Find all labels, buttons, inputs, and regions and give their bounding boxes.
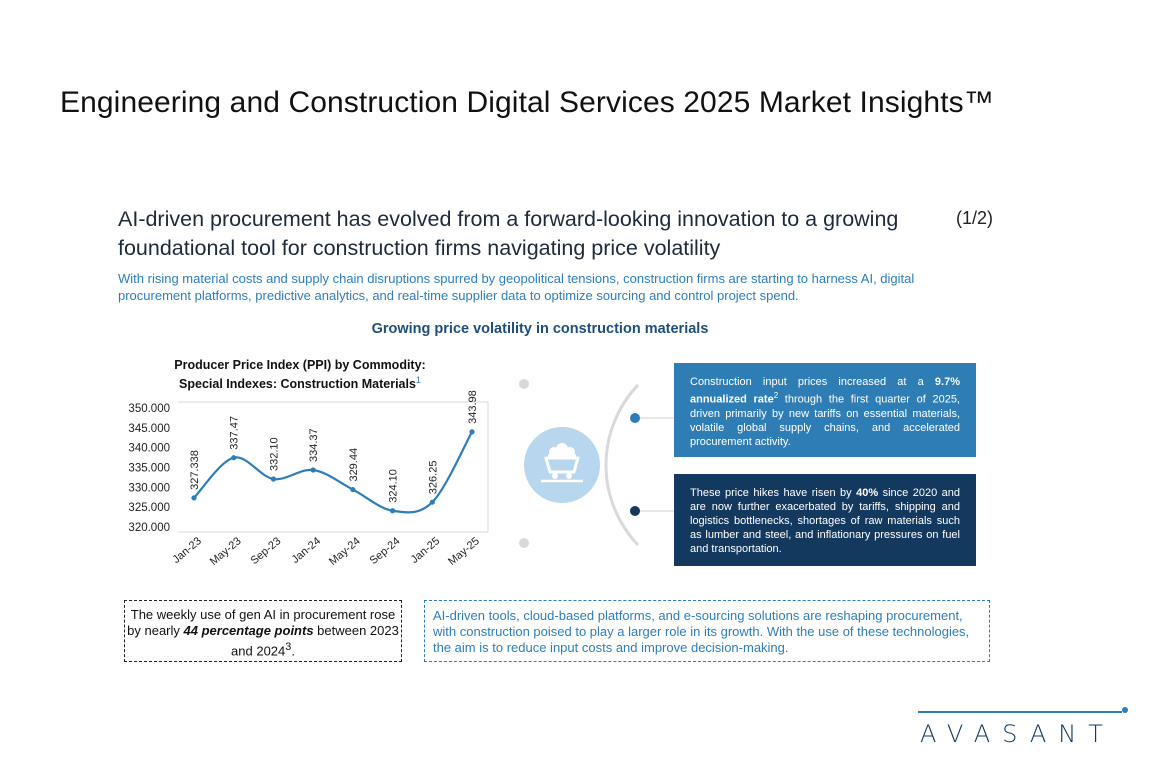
callout-input-prices: Construction input prices increased at a… <box>674 363 976 457</box>
x-tick-label: May-25 <box>446 535 482 568</box>
chart-title: Producer Price Index (PPI) by Commodity:… <box>150 358 450 392</box>
chart-title-line-2: Special Indexes: Construction Materials <box>179 377 416 392</box>
x-tick-label: May-23 <box>208 535 244 568</box>
x-tick-label: May-24 <box>327 535 363 568</box>
data-point <box>191 495 197 501</box>
data-label: 343.98 <box>467 390 479 424</box>
x-tick-label: Sep-24 <box>368 535 403 567</box>
footnote-ref-3: 3 <box>285 641 292 653</box>
page-indicator: (1/2) <box>956 208 994 228</box>
callout-price-hikes: These price hikes have risen by 40% sinc… <box>674 474 976 566</box>
avasant-logo: AVASANT <box>920 720 1115 748</box>
section-heading: Growing price volatility in construction… <box>371 321 709 337</box>
stat-box-genai: The weekly use of gen AI in procurement … <box>124 600 402 662</box>
hub-circle <box>524 427 600 503</box>
data-label: 327.338 <box>189 450 201 490</box>
x-tick-label: Jan-24 <box>290 535 323 566</box>
data-point <box>231 455 237 461</box>
headline: AI-driven procurement has evolved from a… <box>118 207 899 260</box>
callout-highlight-40pct: 40% <box>856 487 879 499</box>
chart-footnote-ref: 1 <box>415 375 421 385</box>
data-label: 337.47 <box>229 416 241 450</box>
y-tick-label: 330.000 <box>128 482 170 494</box>
data-label: 332.10 <box>268 437 280 471</box>
note-box-ai-tools: AI-driven tools, cloud-based platforms, … <box>424 600 990 662</box>
data-point <box>469 429 475 435</box>
logo-underline <box>918 711 1122 713</box>
ppi-line-chart: 320.000 325.000 330.000 335.000 340.000 345.0… <box>128 390 489 568</box>
callout-highlight-rate: 9.7% annualized rate <box>690 376 960 406</box>
data-label: 326.25 <box>427 461 439 495</box>
arc-end-dot-bottom <box>519 538 529 548</box>
data-label: 324.10 <box>388 469 400 503</box>
y-tick-label: 350.000 <box>128 403 170 415</box>
hub-arc-graphic <box>519 379 674 548</box>
connector-dot-blue <box>630 413 640 423</box>
y-tick-label: 320.000 <box>128 522 170 534</box>
arc-end-dot-top <box>519 379 529 389</box>
slide-title: Engineering and Construction Digital Ser… <box>60 86 994 119</box>
data-point <box>389 508 396 514</box>
x-tick-label: Jan-25 <box>409 535 442 566</box>
logo-dot <box>1122 707 1128 713</box>
data-point <box>310 467 316 473</box>
y-tick-label: 335.000 <box>128 463 170 475</box>
data-point <box>270 476 277 482</box>
x-tick-label: Sep-23 <box>248 535 283 567</box>
data-label: 334.37 <box>308 428 320 462</box>
y-tick-label: 345.000 <box>128 423 170 435</box>
x-tick-label: Jan-23 <box>170 535 203 566</box>
connector-dot-navy <box>630 506 640 516</box>
footnote-ref-2: 2 <box>773 391 779 400</box>
y-tick-label: 325.000 <box>128 502 170 514</box>
subhead: With rising material costs and supply ch… <box>118 271 915 303</box>
stat-highlight: 44 percentage points <box>183 623 314 638</box>
data-point <box>350 486 356 493</box>
data-label: 329.44 <box>348 448 360 482</box>
mine-cart-icon <box>541 443 583 483</box>
hub-arc <box>604 383 640 547</box>
data-point <box>429 499 435 505</box>
chart-title-line-1: Producer Price Index (PPI) by Commodity: <box>174 358 426 372</box>
y-tick-label: 340.000 <box>128 443 170 455</box>
